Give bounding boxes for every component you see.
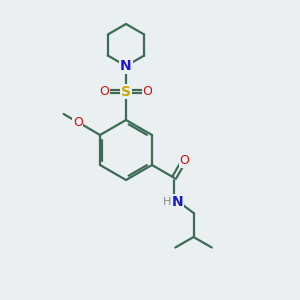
Text: O: O [73,116,83,129]
Text: O: O [180,154,190,167]
Text: O: O [100,85,109,98]
Text: S: S [121,85,131,98]
Text: N: N [172,195,184,209]
Text: O: O [143,85,152,98]
Text: N: N [120,59,132,73]
Text: N: N [120,59,132,73]
Text: H: H [163,197,172,207]
